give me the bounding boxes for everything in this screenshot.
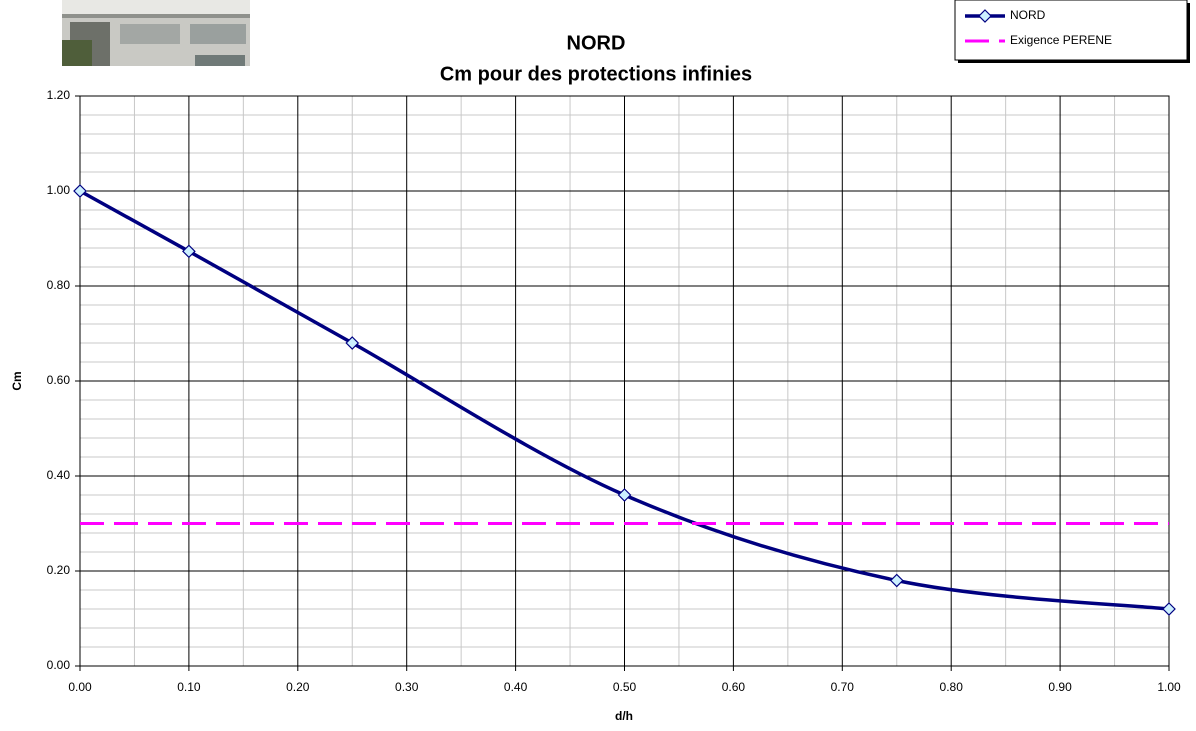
marker [978, 9, 992, 23]
y-tick-label: 1.00 [47, 183, 71, 197]
plot [73, 184, 1176, 616]
y-tick-label: 0.80 [47, 278, 71, 292]
y-tick-label: 0.40 [47, 468, 71, 482]
x-tick-label: 0.90 [1048, 680, 1072, 694]
x-tick-label: 0.70 [831, 680, 855, 694]
chart-subtitle: Cm pour des protections infinies [440, 63, 752, 85]
chart-title: NORD [567, 32, 626, 54]
x-tick-label: 0.60 [722, 680, 746, 694]
plot-border [79, 95, 1170, 667]
y-tick-label: 1.20 [47, 88, 71, 102]
y-axis-label: Cm [10, 371, 24, 390]
marker [889, 573, 904, 588]
x-tick-label: 0.20 [286, 680, 310, 694]
x-tick-label: 0.10 [177, 680, 201, 694]
marker [73, 184, 87, 198]
y-tick-label: 0.20 [47, 563, 71, 577]
legend-label: NORD [1010, 8, 1046, 22]
x-tick-label: 0.80 [940, 680, 964, 694]
x-tick-label: 0.00 [68, 680, 92, 694]
marker [617, 488, 632, 502]
marker [182, 244, 196, 259]
grid: 0.00 0.10 0.20 0.30 0.40 0.50 0.60 0.70 0.80 0.90… [47, 88, 1181, 694]
x-tick-label: 0.50 [613, 680, 637, 694]
photo [62, 0, 250, 66]
y-tick-label: 0.00 [47, 658, 71, 672]
marker [345, 336, 360, 350]
x-tick-label: 0.30 [395, 680, 419, 694]
y-tick-label: 0.60 [47, 373, 71, 387]
legend-box [954, 0, 1188, 61]
legend-label: Exigence PERENE [1010, 33, 1112, 47]
x-tick-label: 0.40 [504, 680, 528, 694]
marker [1162, 602, 1176, 616]
x-tick-label: 1.00 [1157, 680, 1181, 694]
x-axis-label: d/h [615, 709, 633, 723]
legend: NORD Exigence PERENE [954, 0, 1190, 63]
